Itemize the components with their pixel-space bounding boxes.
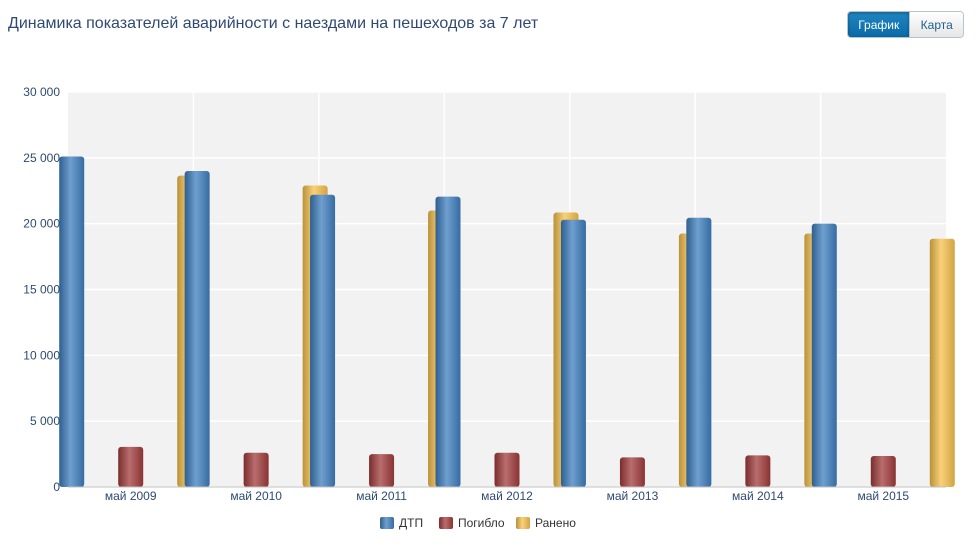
bar-killed[interactable] (369, 454, 395, 487)
bar-dtp[interactable] (184, 171, 210, 487)
legend-swatch-killed[interactable] (439, 517, 453, 529)
y-tick-label: 30 000 (23, 85, 60, 99)
chart-view-button[interactable]: График (848, 12, 910, 37)
bar-injured[interactable] (929, 238, 955, 487)
view-toggle: График Карта (847, 11, 964, 38)
map-view-button[interactable]: Карта (909, 12, 963, 37)
bar-killed[interactable] (870, 456, 896, 487)
legend-swatch-dtp[interactable] (380, 517, 394, 529)
legend-label-injured[interactable]: Ранено (535, 516, 576, 530)
bar-dtp[interactable] (310, 194, 336, 487)
y-tick-label: 15 000 (23, 283, 60, 297)
x-tick-label: май 2011 (356, 489, 407, 503)
bar-dtp[interactable] (435, 196, 461, 488)
y-tick-label: 20 000 (23, 217, 60, 231)
bar-killed[interactable] (745, 455, 771, 487)
x-tick-label: май 2012 (481, 489, 533, 503)
bars (59, 156, 955, 488)
bar-dtp[interactable] (59, 156, 85, 487)
x-tick-label: май 2009 (105, 489, 157, 503)
bar-dtp[interactable] (811, 223, 837, 487)
bar-killed[interactable] (243, 452, 269, 487)
legend: ДТП Погибло Ранено (380, 516, 576, 530)
x-tick-label: май 2014 (732, 489, 784, 503)
y-tick-label: 0 (53, 480, 60, 494)
legend-swatch-injured[interactable] (516, 517, 530, 529)
legend-label-dtp[interactable]: ДТП (399, 516, 423, 530)
y-tick-label: 25 000 (23, 151, 60, 165)
legend-label-killed[interactable]: Погибло (458, 516, 505, 530)
x-tick-label: май 2015 (857, 489, 909, 503)
bar-killed[interactable] (118, 446, 144, 487)
x-tick-label: май 2010 (230, 489, 282, 503)
y-tick-label: 5 000 (30, 414, 60, 428)
bar-dtp[interactable] (560, 219, 586, 487)
axes: 0 5 000 10 000 15 000 20 000 25 000 30 000 май … (23, 85, 946, 503)
bar-killed[interactable] (619, 457, 645, 487)
bar-dtp[interactable] (686, 217, 712, 487)
bar-killed[interactable] (494, 452, 520, 487)
x-tick-label: май 2013 (607, 489, 659, 503)
y-tick-label: 10 000 (23, 348, 60, 362)
page-title: Динамика показателей аварийности с наезд… (8, 15, 539, 32)
